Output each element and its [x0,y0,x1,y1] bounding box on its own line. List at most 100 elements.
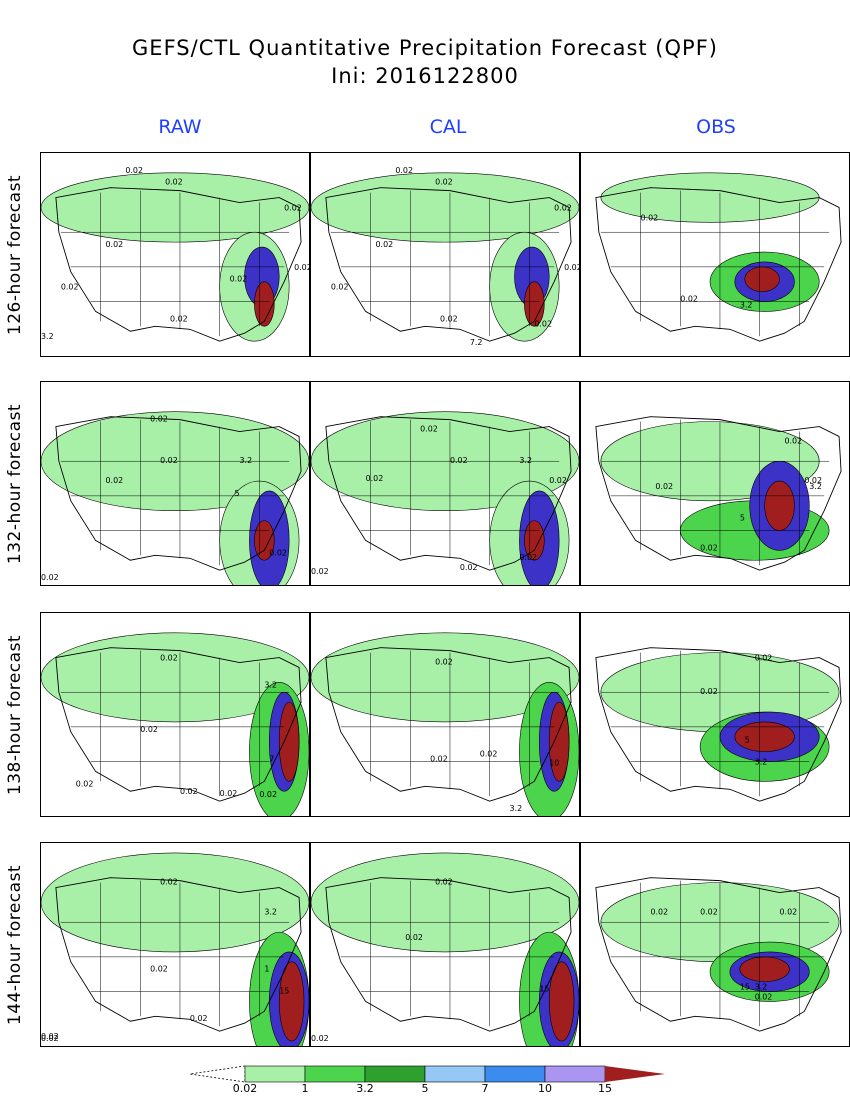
contour-label: 0.02 [106,476,124,485]
colorbar-bin-6 [544,1065,606,1083]
contour-label: 3.2 [264,680,277,689]
contour-label: 0.02 [76,779,94,788]
contour-label: 0.02 [755,992,773,1001]
contour-label: 0.02 [641,213,659,222]
contour-label: 0.02 [700,543,718,552]
contour-label: 3.2 [755,758,768,767]
contour-label: 0.02 [549,476,567,485]
contour-label: 5 [740,514,745,523]
contour-label: 0.02 [259,790,277,799]
colorbar-bin-5 [484,1065,546,1083]
us-outline [55,187,302,342]
column-label-obs: OBS [696,116,736,138]
contour-label: 0.02 [655,482,673,491]
contour-label: 0.02 [376,240,394,249]
contour-label: 0.02 [150,415,168,424]
contour-label: 0.02 [269,548,287,557]
us-outline [595,647,842,802]
colorbar-label-4: 7 [481,1082,489,1095]
precip-area [739,956,790,982]
contour-label: 3.2 [41,332,54,341]
map-panel-cal-132h: 0.02 0.02 0.02 0.02 3.2 0.02 0.02 0.02 [310,381,580,586]
map-panel-obs-132h: 0.02 0.02 0.02 3.2 5 0.02 [580,381,850,586]
column-label-raw: RAW [158,116,202,138]
contour-label: 0.02 [430,755,448,764]
precip-area [41,632,309,723]
contour-label: 0.02 [190,1014,208,1023]
colorbar-high-triangle [605,1066,665,1082]
contour-label: 0.02 [160,878,178,887]
contour-label: 0.02 [564,263,579,272]
precip-area [548,701,570,782]
map-panel-cal-138h: 0.02 0.02 0.02 10 3.2 [310,612,580,817]
us-outline [325,647,572,802]
contour-label: 3.2 [755,983,768,992]
colorbar-bin-1 [244,1065,306,1083]
colorbar-bin-2 [304,1065,366,1083]
map-panel-raw-132h: 0.02 0.02 0.02 0.02 3.2 5 0.02 [40,381,310,586]
contour-label: 0.02 [804,476,822,485]
colorbar-label-3: 5 [421,1082,429,1095]
contour-label: 0.02 [440,314,458,323]
contour-label: 0.02 [534,319,552,328]
contour-label: 0.02 [160,654,178,663]
contour-label: 15 [539,985,549,994]
map-panel-obs-138h: 0.02 0.02 5 3.2 [580,612,850,817]
us-outline [55,416,302,571]
us-outline [325,877,572,1032]
colorbar-label-1: 1 [301,1082,309,1095]
contour-label: 3.2 [510,804,523,813]
contour-label: 0.02 [784,436,802,445]
precip-area [278,701,300,782]
map-panel-raw-144h: 0.02 0.02 0.02 0.02 3.2 1 15 0.02 [40,842,310,1047]
contour-label: 0.02 [435,878,453,887]
map-panel-obs-126h: 0.02 0.02 3.2 [580,152,850,357]
row-label-138h: 138-hour forecast [5,634,26,795]
contour-label: 0.02 [180,787,198,796]
contour-label: 0.02 [435,658,453,667]
contour-label: 0.02 [41,1034,59,1043]
us-outline [325,187,572,342]
map-panel-cal-126h: 0.02 0.02 0.02 0.02 0.02 0.02 0.02 0.02 7.2 [310,152,580,357]
colorbar-low-triangle [190,1065,246,1083]
contour-label: 0.02 [554,203,572,212]
map-panel-raw-126h: 0.02 0.02 0.02 0.02 0.02 0.02 0.02 0.02 3.2 [40,152,310,357]
contour-label: 0.02 [106,240,124,249]
precip-area [278,961,305,1042]
colorbar-label-2: 3.2 [356,1082,374,1095]
contour-label: 15 [740,983,750,992]
contour-label: 0.02 [165,178,183,187]
contour-label: 3.2 [264,907,277,916]
contour-label: 5 [235,489,240,498]
contour-label: 0.02 [150,965,168,974]
contour-label: 7 [269,755,274,764]
contour-label: 0.02 [755,654,773,663]
us-outline [55,647,302,802]
contour-label: 3.2 [809,482,822,491]
contour-label: 1 [264,965,269,974]
contour-label: 0.02 [435,178,453,187]
precip-area [548,961,575,1042]
contour-label: 3.2 [740,300,753,309]
map-panel-cal-144h: 0.02 0.02 0.02 1 15 [310,842,580,1047]
colorbar-bin-4 [424,1065,486,1083]
colorbar-label-5: 10 [538,1082,552,1095]
contour-label: 0.02 [170,314,188,323]
contour-label: 0.02 [41,1032,59,1041]
us-outline [595,416,842,571]
figure-title: GEFS/CTL Quantitative Precipitation Fore… [132,36,718,60]
contour-label: 0.02 [700,687,718,696]
colorbar [190,1065,665,1083]
colorbar-label-6: 15 [598,1082,612,1095]
precip-area [254,281,275,327]
contour-label: 0.02 [311,567,329,576]
precip-area [744,266,780,292]
precip-area [764,480,795,531]
contour-label: 0.02 [460,563,478,572]
us-outline [595,877,842,1032]
precip-area [311,172,579,243]
precip-area [41,172,309,243]
precip-area [734,721,795,752]
contour-label: 0.02 [450,456,468,465]
contour-label: 0.02 [650,907,668,916]
